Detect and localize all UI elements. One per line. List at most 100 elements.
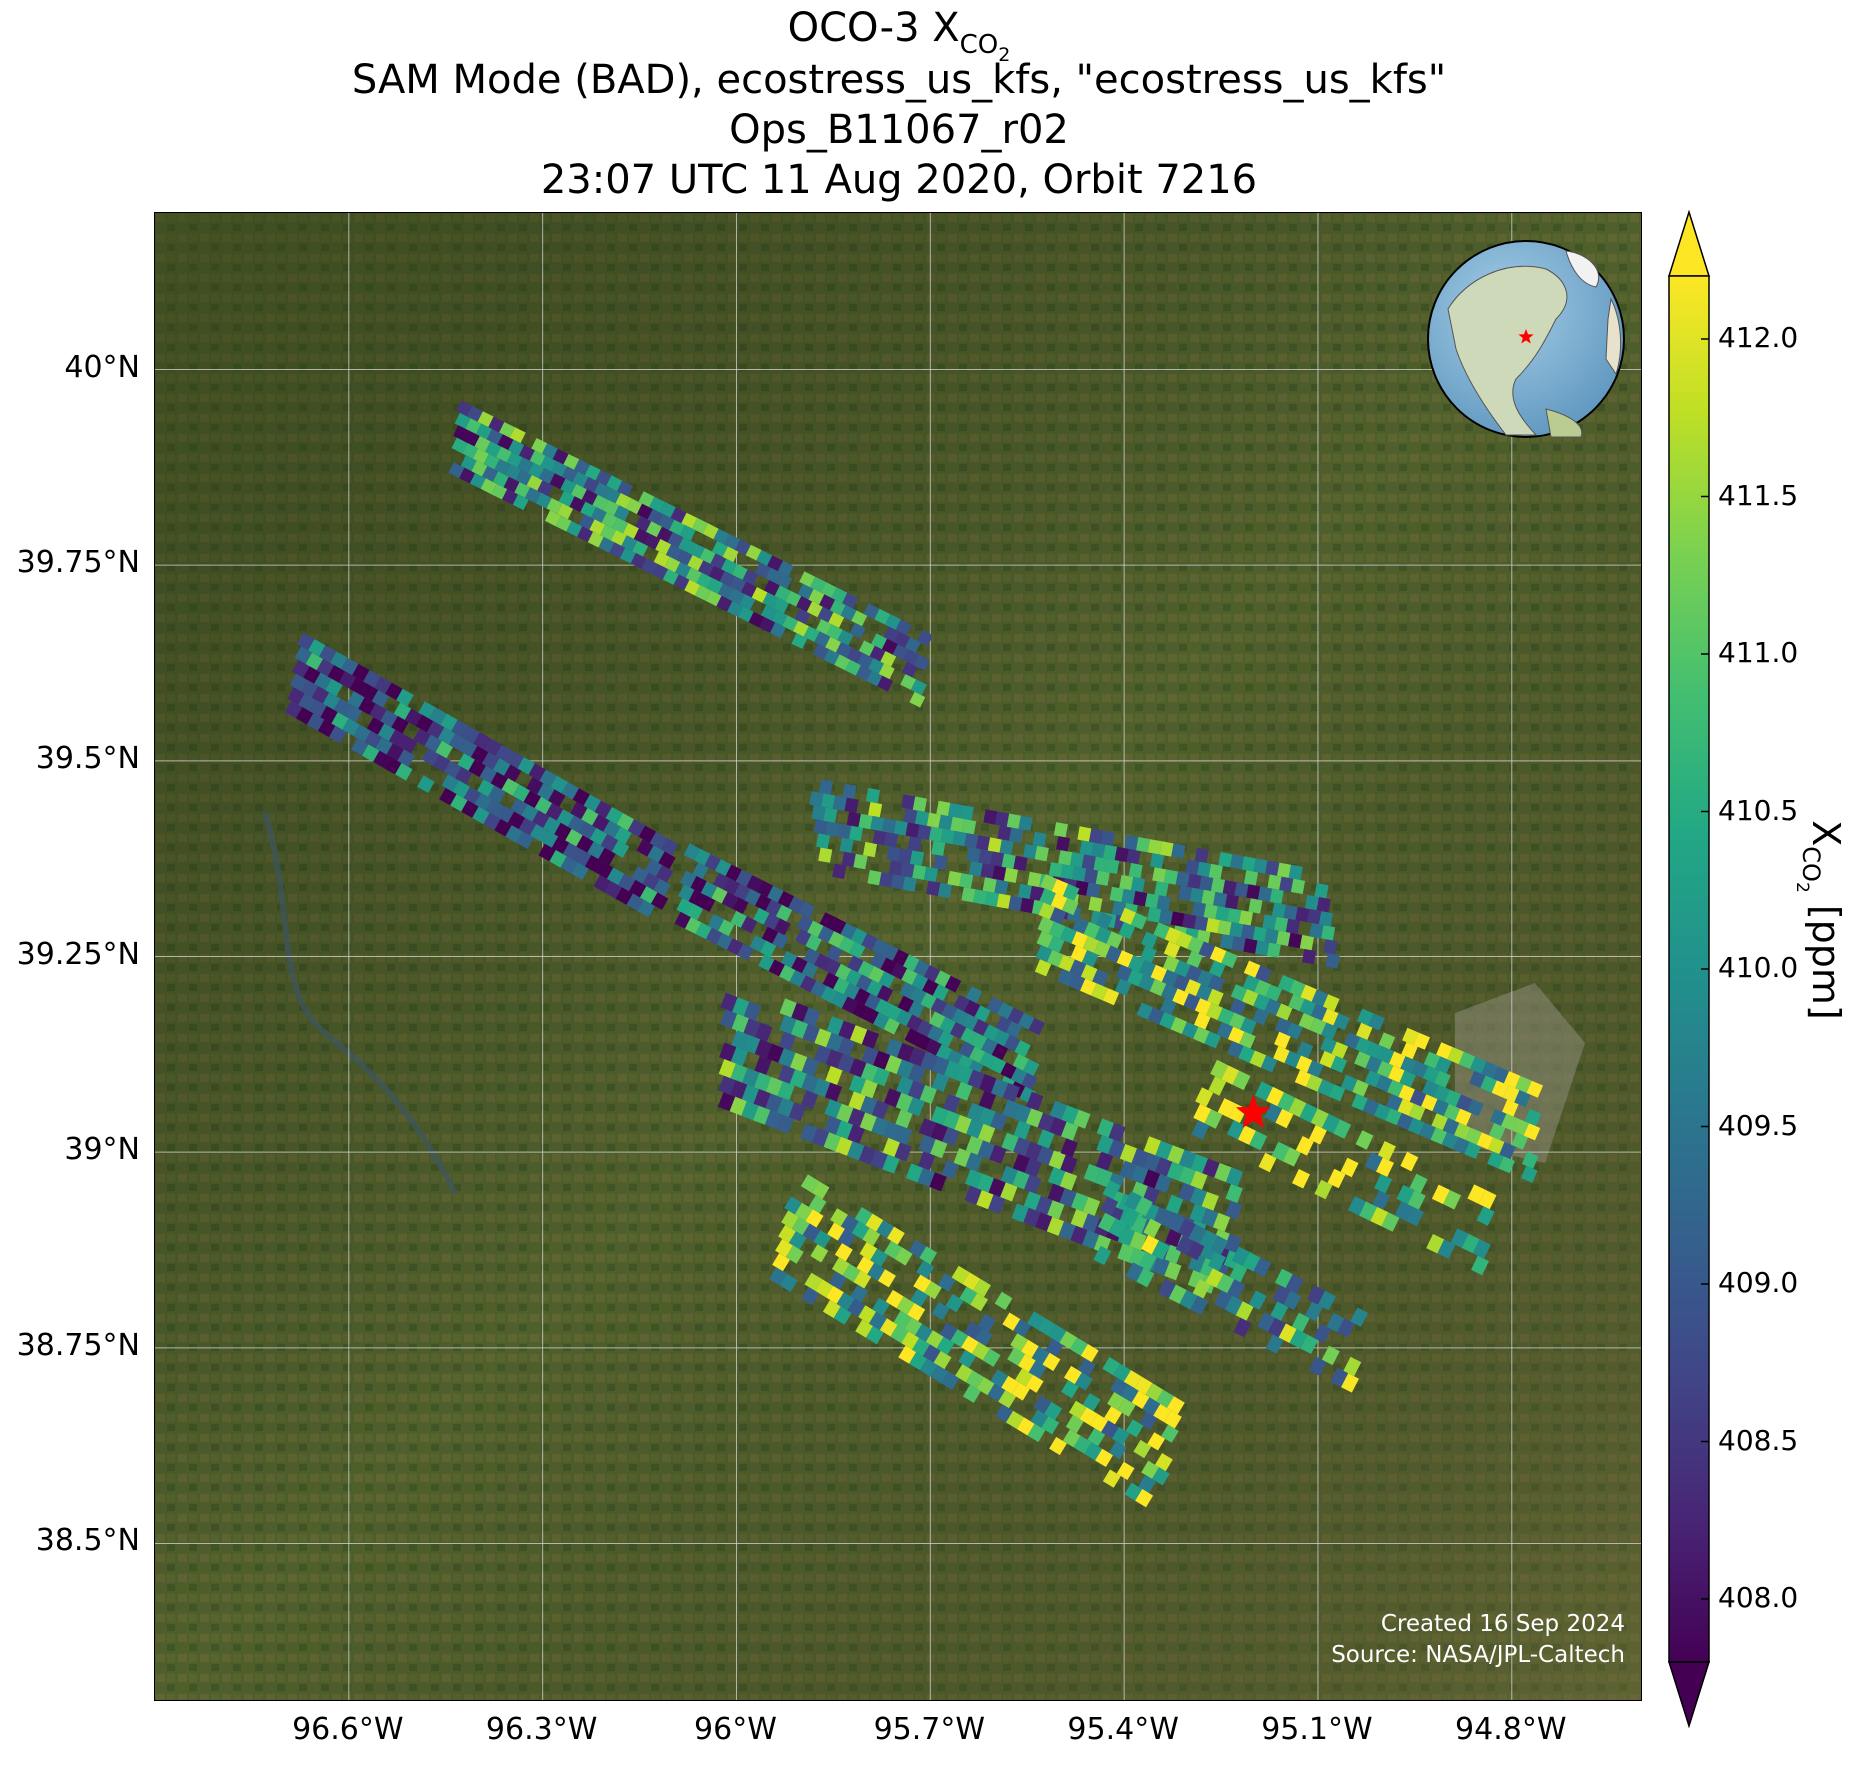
sounding-footprint [1114,978,1132,996]
sounding-footprint [1069,959,1087,977]
sounding-footprint [1394,1201,1413,1221]
sounding-footprint [1231,1246,1250,1266]
sounding-footprint [930,1122,948,1142]
sounding-footprint [839,837,854,853]
sounding-footprint [1330,1367,1349,1388]
sounding-footprint [1295,906,1310,923]
sounding-footprint [1316,897,1331,913]
sounding-footprint [1480,1075,1497,1093]
sounding-footprint [879,1318,898,1337]
sounding-footprint [749,935,766,953]
sounding-footprint [955,1065,973,1085]
sounding-footprint [1381,1212,1400,1232]
sounding-footprint [589,827,608,846]
sounding-footprint [883,626,900,643]
sounding-footprint [1230,984,1248,1002]
sounding-footprint [604,881,622,899]
sounding-footprint [1106,931,1123,949]
sounding-footprint [309,699,327,718]
sounding-footprint [1266,942,1281,958]
sounding-footprint [510,798,528,816]
sounding-footprint [490,771,508,790]
sounding-footprint [826,624,843,641]
sounding-footprint [488,416,505,433]
sounding-footprint [507,811,526,830]
sounding-footprint [842,1263,861,1283]
sounding-footprint [851,1221,870,1240]
sounding-footprint [1243,870,1259,886]
sounding-footprint [846,811,861,828]
sounding-footprint [1469,1070,1486,1088]
sounding-footprint [867,1262,886,1281]
map-panel[interactable]: Created 16 Sep 2024 Source: NASA/JPL-Cal… [154,212,1642,1701]
sounding-footprint [463,430,480,447]
sounding-footprint [1240,1017,1257,1035]
sounding-footprint [1368,1013,1385,1031]
sounding-footprint [1131,1165,1149,1185]
sounding-footprint [932,1056,950,1076]
sounding-footprint [1492,1066,1510,1084]
sounding-footprint [826,1016,844,1036]
sounding-footprint [796,596,813,612]
sounding-footprint [901,794,916,810]
sounding-footprint [840,922,857,940]
sounding-footprint [776,573,793,589]
sounding-footprint [1454,1122,1471,1140]
sounding-footprint [1283,904,1298,921]
sounding-footprint [1182,913,1197,929]
sounding-footprint [1328,1084,1346,1102]
sounding-footprint [832,795,847,811]
sounding-footprint [479,765,497,784]
sounding-footprint [1020,897,1035,914]
sounding-footprint [505,464,522,481]
sounding-footprint [831,1257,850,1276]
sounding-footprint [488,785,506,804]
sounding-footprint [1310,1003,1328,1021]
sounding-footprint [859,1242,878,1261]
sounding-footprint [771,610,788,626]
sounding-footprint [1197,861,1212,878]
sounding-footprint [1243,938,1258,954]
sounding-footprint [1491,1080,1509,1098]
sounding-footprint [1254,979,1271,997]
sounding-footprint [1021,1072,1038,1090]
sounding-footprint [1389,1051,1406,1069]
sounding-footprint [629,879,647,898]
sounding-footprint [1323,994,1340,1012]
sounding-footprint [1115,964,1133,982]
sounding-footprint [1119,874,1134,891]
sounding-footprint [456,400,473,417]
sounding-footprint [845,969,862,987]
sounding-footprint [721,891,739,909]
sounding-footprint [1401,1042,1418,1060]
sounding-footprint [1155,1453,1173,1472]
sounding-footprint [779,1273,798,1293]
sounding-footprint [386,743,404,761]
lat-tick-label: 38.75°N [16,1327,140,1363]
sounding-footprint [1413,1032,1430,1050]
sounding-footprint [673,574,690,591]
sounding-footprint [937,1030,954,1048]
sounding-footprint [1273,1045,1290,1064]
sounding-footprint [1333,1013,1350,1031]
sounding-footprint [284,700,303,719]
sounding-footprint [814,953,831,971]
sounding-footprint [1003,867,1019,883]
sounding-footprint [562,842,581,861]
sounding-footprint [474,792,493,811]
sounding-footprint [1216,1273,1235,1294]
colorbar-tick-label: 409.5 [1718,1108,1799,1142]
lat-tick-label: 39.25°N [16,936,140,972]
sounding-footprint [1330,1055,1348,1073]
sounding-footprint [448,733,467,751]
sounding-footprint [595,861,614,879]
sounding-footprint [473,448,489,465]
sounding-footprint [1434,1070,1451,1088]
sounding-footprint [866,1326,884,1345]
sounding-footprint [659,502,676,518]
sounding-footprint [1372,1190,1391,1210]
sounding-footprint [976,1377,995,1396]
sounding-footprint [630,553,647,569]
sounding-footprint [929,1011,946,1029]
sounding-footprint [1179,1290,1198,1310]
